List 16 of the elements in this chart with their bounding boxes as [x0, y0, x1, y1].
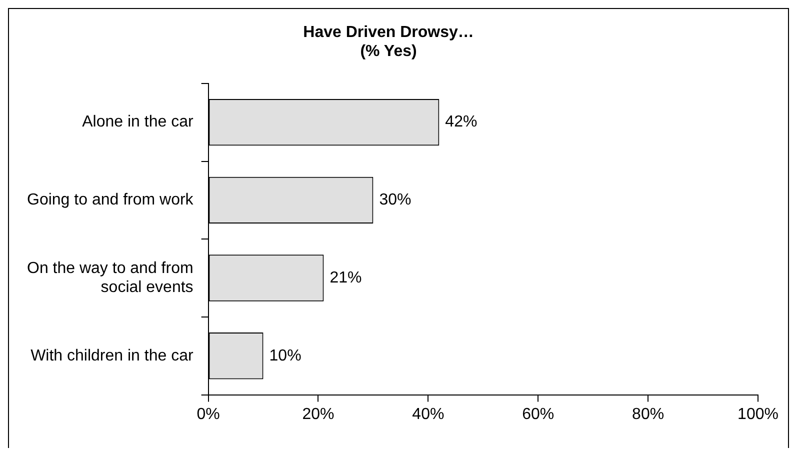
- y-tick-label: Alone in the car: [82, 114, 194, 131]
- text: (% Yes): [360, 43, 417, 60]
- x-tick-label: 0%: [196, 406, 220, 423]
- data-label: 21%: [330, 269, 362, 286]
- data-label: 30%: [379, 192, 412, 209]
- y-tick-label: Going to and from work: [27, 192, 194, 209]
- x-tick-label: 40%: [412, 406, 444, 423]
- x-tick-label: 80%: [632, 406, 664, 423]
- text: Have Driven Drowsy…: [303, 24, 474, 42]
- y-tick-label: With children in the car: [30, 347, 194, 364]
- data-label: 10%: [269, 347, 302, 364]
- x-tick-label: 20%: [302, 406, 334, 423]
- x-tick-label: 100%: [738, 406, 778, 423]
- data-label: 42%: [445, 114, 478, 131]
- x-tick-label: 60%: [522, 406, 554, 423]
- y-tick-label: On the way to and from social events: [26, 260, 194, 296]
